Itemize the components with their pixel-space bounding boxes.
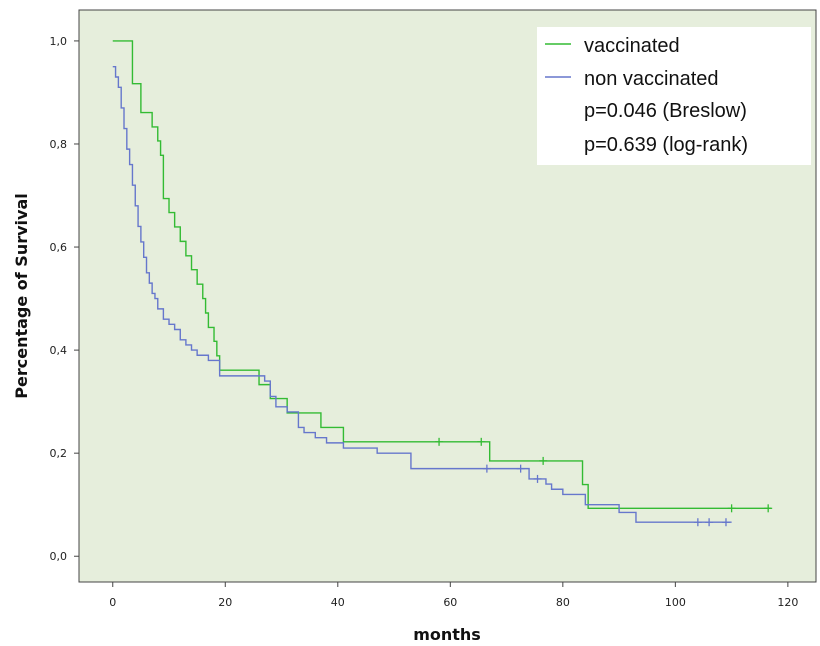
x-tick-label: 60	[443, 596, 457, 609]
x-tick-label: 20	[218, 596, 232, 609]
legend-box	[537, 27, 811, 165]
y-tick-label: 0,8	[50, 138, 68, 151]
censor-mark-non-vaccinated	[533, 474, 542, 483]
series-line-non-vaccinated	[112, 65, 732, 523]
x-axis-title: months	[413, 625, 481, 644]
censor-mark-vaccinated	[727, 504, 736, 513]
x-tick-label: 80	[556, 596, 570, 609]
censor-mark-non-vaccinated	[482, 464, 491, 473]
y-tick-label: 0,4	[50, 344, 68, 357]
legend: vaccinated non vaccinated p=0.046 (Bresl…	[537, 27, 811, 165]
annotation-breslow: p=0.046 (Breslow)	[584, 100, 747, 122]
censor-mark-vaccinated	[435, 437, 444, 446]
y-axis-title: Percentage of Survival	[12, 193, 31, 398]
legend-label-vaccinated: vaccinated	[584, 35, 680, 57]
series-line-vaccinated	[112, 40, 771, 510]
annotation-log-rank: p=0.639 (log-rank)	[584, 134, 748, 156]
censor-mark-non-vaccinated	[516, 464, 525, 473]
censor-mark-vaccinated	[764, 504, 773, 513]
censor-mark-non-vaccinated	[693, 518, 702, 527]
x-tick-label: 0	[109, 596, 116, 609]
x-tick-label: 120	[777, 596, 798, 609]
censor-mark-non-vaccinated	[705, 518, 714, 527]
x-tick-label: 100	[665, 596, 686, 609]
axes: 0 20 40 60 80 100 120 0,0 0,2 0,4 0,6 0,8 1,0	[50, 35, 799, 609]
series-layer	[112, 40, 773, 527]
y-tick-label: 0,2	[50, 447, 68, 460]
y-tick-label: 0,0	[50, 550, 68, 563]
censor-mark-non-vaccinated	[721, 518, 730, 527]
y-tick-label: 1,0	[50, 35, 68, 48]
y-tick-label: 0,6	[50, 241, 68, 254]
x-tick-label: 40	[331, 596, 345, 609]
legend-label-non-vaccinated: non vaccinated	[584, 68, 719, 90]
censor-mark-vaccinated	[539, 456, 548, 465]
censor-mark-vaccinated	[477, 437, 486, 446]
